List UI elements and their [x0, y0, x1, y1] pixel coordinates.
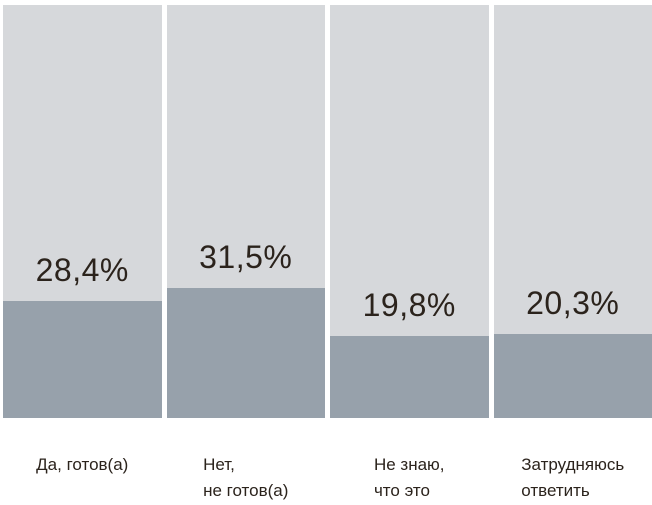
bar-column-hard-to-answer: 20,3% [493, 5, 652, 418]
bar-column-dont-know: 19,8% [330, 5, 489, 418]
category-label-text: Да, готов(а) [36, 452, 128, 504]
category-label-line: Затрудняюсь [521, 455, 625, 474]
category-label-line: Не знаю, [373, 455, 445, 474]
bar-value-label: 20,3% [526, 285, 620, 322]
category-label-text: Не знаю, что это [374, 452, 445, 504]
bar-value-label: 19,8% [362, 287, 456, 324]
bar-column-yes: 28,4% [3, 5, 162, 418]
bar-column-no: 31,5% [166, 5, 325, 418]
poll-bar-chart: 28,4% 31,5% 19,8% 20,3% [3, 5, 652, 418]
bar-value-label: 31,5% [199, 238, 293, 275]
category-label-line: не готов(а) [203, 481, 289, 500]
category-label-line: что это [373, 481, 430, 500]
bar-fill [166, 287, 325, 418]
category-label-line: Нет, [203, 455, 235, 474]
bar-fill [3, 300, 162, 418]
category-label-text: Нет, не готов(а) [203, 452, 288, 504]
bar-value-label: 28,4% [35, 251, 129, 288]
category-label-no: Нет, не готов(а) [167, 452, 326, 504]
category-label-dont-know: Не знаю, что это [330, 452, 489, 504]
bar-fill [330, 336, 489, 418]
category-label-line: Да, готов(а) [36, 455, 129, 474]
category-label-yes: Да, готов(а) [3, 452, 162, 504]
category-label-hard-to-answer: Затрудняюсь ответить [494, 452, 652, 504]
category-label-line: ответить [521, 481, 590, 500]
category-labels-row: Да, готов(а) Нет, не готов(а) Не знаю, ч… [3, 452, 652, 504]
bar-fill [493, 334, 652, 418]
category-label-text: Затрудняюсь ответить [521, 452, 624, 504]
